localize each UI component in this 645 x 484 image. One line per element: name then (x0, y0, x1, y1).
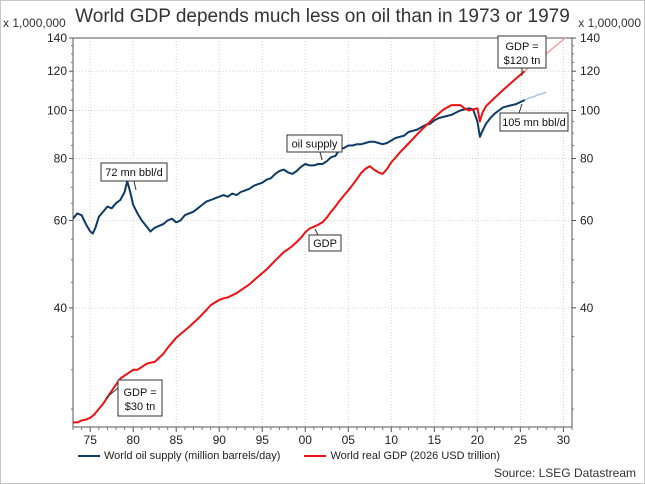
y-tick-label-right: 40 (580, 301, 594, 315)
x-tick-label: 00 (299, 433, 313, 447)
x-tick-label: 75 (84, 433, 98, 447)
y-tick-label-left: 40 (54, 301, 68, 315)
y-tick-label-left: 140 (47, 31, 67, 45)
series-oil-supply-line (73, 99, 526, 235)
legend-label-oil: World oil supply (million barrels/day) (104, 450, 281, 462)
annotation-box (497, 35, 547, 69)
x-tick-label: 85 (170, 433, 184, 447)
annotation-leader-line (319, 151, 323, 161)
annotations: 72 mn bbl/d oil supply GDP 105 mn bbl/d GDP … (100, 35, 569, 417)
legend: World oil supply (million barrels/day) W… (78, 450, 500, 462)
annotation-oil-1979: 72 mn bbl/d (105, 167, 162, 179)
y-tick-label-left: 100 (47, 103, 67, 117)
x-tick-label: 30 (557, 433, 571, 447)
x-axis-ticks: 75 80 85 90 95 00 05 10 15 20 25 30 (72, 427, 573, 447)
series-oil-supply-forecast-line (524, 91, 547, 101)
x-tick-label: 80 (127, 433, 141, 447)
legend-swatch-oil (78, 455, 100, 457)
x-tick-label: 95 (256, 433, 270, 447)
legend-swatch-gdp (304, 455, 327, 457)
x-tick-label: 15 (428, 433, 442, 447)
annotation-box (308, 234, 342, 252)
y-axis-right-ticks: 40 60 80 100 120 140 (572, 31, 600, 410)
annotation-leader-line (105, 387, 119, 399)
annotation-gdp-label: GDP (313, 238, 337, 250)
y-tick-label-left: 120 (47, 64, 67, 78)
y-unit-left: x 1,000,000 (3, 16, 66, 30)
annotation-leader-line (518, 103, 523, 114)
legend-item-oil: World oil supply (million barrels/day) (78, 450, 280, 462)
annotation-box (100, 162, 168, 182)
annotation-gdp-end-line2: $120 tn (504, 55, 541, 67)
x-tick-label: 10 (385, 433, 399, 447)
x-tick-label: 05 (342, 433, 356, 447)
y-tick-label-right: 60 (580, 213, 594, 227)
grid-lines (73, 37, 572, 427)
annotation-box (286, 134, 343, 153)
annotation-gdp-end-line1: GDP = (505, 41, 538, 53)
annotation-gdp-start-line1: GDP = (123, 387, 156, 399)
chart-title: World GDP depends much less on oil than … (75, 6, 570, 27)
y-tick-label-right: 140 (580, 31, 600, 45)
annotation-leader-line (133, 180, 137, 191)
y-tick-label-right: 100 (580, 103, 600, 117)
y-axis-left-ticks: 40 60 80 100 120 140 (47, 31, 73, 410)
annotation-gdp-start-line2: $30 tn (125, 401, 156, 413)
y-tick-label-left: 60 (54, 213, 68, 227)
y-tick-label-right: 120 (580, 64, 600, 78)
annotation-box (499, 112, 569, 132)
x-tick-label: 90 (213, 433, 227, 447)
y-tick-label-left: 80 (54, 152, 68, 166)
x-tick-label: 20 (471, 433, 485, 447)
series-lines (73, 38, 567, 424)
annotation-oil-2025: 105 mn bbl/d (502, 117, 566, 129)
annotation-leader-line (314, 228, 319, 236)
series-gdp-line (73, 70, 526, 424)
x-tick-label: 25 (514, 433, 528, 447)
y-unit-right: x 1,000,000 (578, 16, 641, 30)
legend-label-gdp: World real GDP (2026 USD trillion) (330, 450, 501, 462)
legend-item-gdp: World real GDP (2026 USD trillion) (304, 450, 500, 462)
annotation-oil-label: oil supply (292, 139, 338, 151)
annotation-box (117, 379, 163, 417)
source-note: Source: LSEG Datastream (493, 466, 636, 480)
y-tick-label-right: 80 (580, 152, 594, 166)
